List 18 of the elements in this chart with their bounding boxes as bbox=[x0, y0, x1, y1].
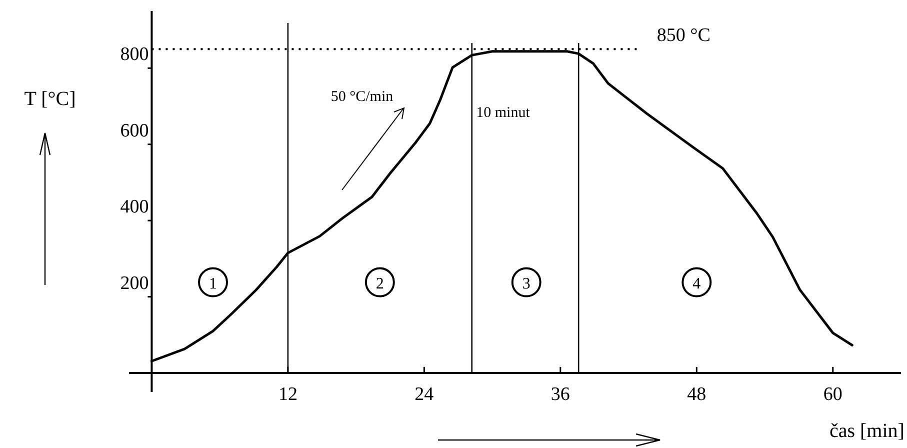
annotation: 50 °C/min bbox=[330, 89, 394, 105]
y-axis-title: T [°C] bbox=[24, 88, 76, 110]
x-axis-title: čas [min] bbox=[829, 420, 904, 442]
y-tick-label: 800 bbox=[120, 44, 149, 66]
annotation: 3 bbox=[522, 275, 530, 292]
x-tick-label: 60 bbox=[823, 384, 842, 405]
annotation: 2 bbox=[376, 275, 384, 292]
x-tick-label: 48 bbox=[687, 384, 706, 405]
annotation: 1 bbox=[209, 275, 218, 292]
y-tick-label: 600 bbox=[120, 120, 149, 142]
x-tick-label: 24 bbox=[414, 384, 434, 405]
y-tick-label: 400 bbox=[120, 196, 149, 218]
y-tick-label: 200 bbox=[120, 272, 149, 294]
annotation: 4 bbox=[692, 275, 701, 292]
annotation: 10 minut bbox=[476, 105, 531, 121]
x-tick-label: 36 bbox=[550, 384, 570, 405]
x-tick-label: 12 bbox=[278, 384, 298, 405]
ref-line-label: 850 °C bbox=[656, 25, 710, 46]
